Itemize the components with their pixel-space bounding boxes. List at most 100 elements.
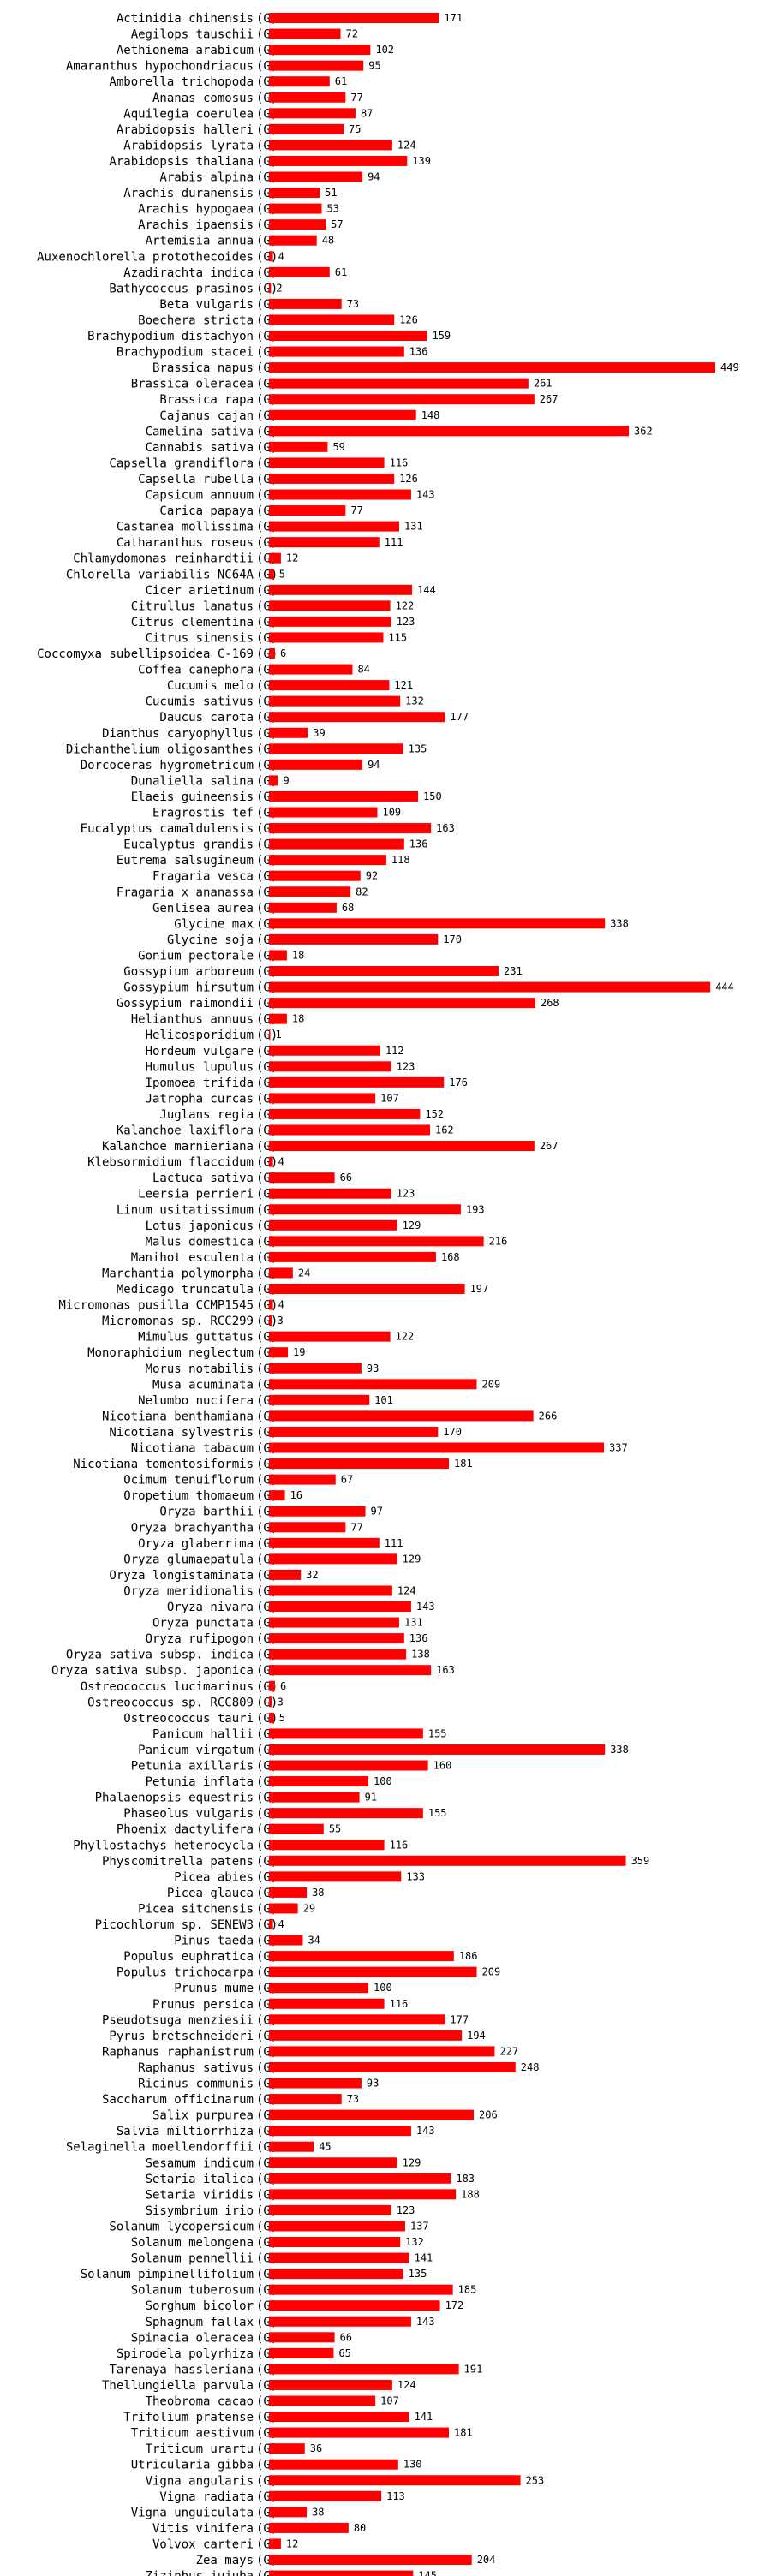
- category-suffix: (G): [256, 282, 278, 295]
- bar: [269, 2364, 459, 2375]
- value-label: 155: [428, 1727, 447, 1739]
- bar: [269, 1474, 336, 1485]
- bar-row: Oryza sativa subsp. japonica (G) 163: [51, 1664, 455, 1678]
- category-label: Ziziphus jujuba: [146, 2570, 254, 2576]
- bar: [269, 569, 274, 580]
- bar: [269, 1855, 626, 1866]
- bar: [269, 378, 529, 389]
- category-label: Dianthus caryophyllus: [102, 727, 254, 741]
- value-label: 29: [303, 1902, 315, 1914]
- bar: [269, 695, 401, 707]
- bar-row: Panicum hallii (G) 155: [152, 1727, 447, 1741]
- bar: [269, 1204, 461, 1215]
- value-label: 87: [361, 107, 373, 119]
- value-label: 231: [504, 965, 523, 977]
- bar: [269, 362, 715, 373]
- bar-row: Beta vulgaris (G) 73: [159, 298, 359, 312]
- value-label: 138: [411, 1649, 430, 1661]
- value-label: 209: [482, 1966, 501, 1978]
- bar: [269, 1426, 439, 1437]
- bar: [269, 2269, 403, 2280]
- bar-row: Tarenaya hassleriana (G) 191: [109, 2363, 482, 2376]
- bar-row: Bathycoccus prasinos (G)2: [109, 282, 282, 295]
- category-label: Fragaria vesca: [152, 870, 254, 884]
- category-label: Kalanchoe laxiflora: [117, 1124, 254, 1138]
- bar-row: Oryza glumaepatula (G) 129: [123, 1553, 421, 1566]
- category-label: Azadirachta indica: [123, 266, 254, 280]
- bar-row: Brachypodium stacei (G) 136: [117, 346, 428, 360]
- value-label: 97: [371, 1506, 383, 1518]
- category-label: Monoraphidium neglectum: [87, 1346, 254, 1360]
- value-label: 73: [347, 2093, 359, 2105]
- value-label: 84: [357, 664, 369, 676]
- value-label: 4: [278, 1156, 284, 1168]
- bar-row: Prunus mume (G) 100: [174, 1982, 391, 1995]
- bar: [269, 188, 320, 199]
- bar-row: Humulus lupulus (G) 123: [146, 1060, 415, 1074]
- category-label: Tarenaya hassleriana: [109, 2363, 254, 2376]
- value-label: 139: [412, 155, 431, 167]
- value-label: 209: [482, 1378, 501, 1390]
- bar-row: Vigna unguiculata (G) 38: [131, 2506, 325, 2519]
- bar-row: Oryza meridionalis (G) 124: [123, 1584, 415, 1598]
- bar-row: Panicum virgatum (G) 338: [138, 1744, 629, 1757]
- bar-row: Arabidopsis thaliana (G) 139: [109, 155, 431, 169]
- value-label: 68: [342, 902, 354, 914]
- value-label: 111: [385, 1537, 403, 1549]
- category-label: Helianthus annuus: [131, 1013, 254, 1027]
- bar: [269, 2046, 495, 2057]
- bar: [269, 314, 395, 325]
- bar: [269, 283, 272, 294]
- category-label: Micromonas pusilla CCMP1545: [58, 1299, 254, 1313]
- category-label: Nelumbo nucifera: [138, 1394, 254, 1408]
- value-label: 148: [421, 409, 440, 421]
- value-label: 185: [458, 2284, 477, 2296]
- bar-row: Vigna radiata (G) 113: [159, 2490, 404, 2504]
- value-label: 132: [405, 2236, 424, 2248]
- bar: [269, 648, 275, 659]
- bar-row: Phyllostachys heterocycla (G) 116: [73, 1839, 408, 1852]
- value-label: 113: [386, 2490, 405, 2502]
- bar-row: Sisymbrium irio (G) 123: [146, 2204, 415, 2218]
- bar-row: Capsella rubella (G) 126: [138, 473, 418, 486]
- category-label: Ostreococcus tauri: [123, 1712, 254, 1726]
- value-label: 143: [416, 489, 435, 501]
- bar-row: Oryza longistaminata (G) 32: [109, 1569, 318, 1583]
- bar-row: Vigna angularis (G) 253: [146, 2474, 545, 2488]
- value-label: 143: [416, 2316, 435, 2328]
- value-label: 152: [425, 1108, 444, 1120]
- category-label: Spinacia oleracea: [131, 2331, 254, 2345]
- value-label: 248: [521, 2061, 540, 2073]
- bar: [269, 727, 308, 738]
- bar-row: Picea glauca (G) 38: [167, 1887, 325, 1900]
- value-label: 129: [403, 1219, 421, 1231]
- category-label: Mimulus guttatus: [138, 1331, 254, 1345]
- bar-row: Oryza glaberrima (G) 111: [138, 1537, 403, 1551]
- value-label: 136: [409, 1632, 428, 1644]
- bar: [269, 394, 535, 405]
- category-label: Arabidopsis halleri: [117, 123, 254, 137]
- category-label: Actinidia chinensis: [117, 12, 254, 26]
- category-label: Oryza sativa subsp. indica: [66, 1649, 254, 1662]
- category-label: Volvox carteri: [152, 2537, 254, 2551]
- bar: [269, 203, 322, 214]
- category-label: Petunia axillaris: [131, 1760, 254, 1774]
- value-label: 150: [423, 790, 442, 802]
- bar-row: Eragrostis tef (G) 109: [152, 807, 401, 820]
- category-label: Physcomitrella patens: [102, 1855, 254, 1869]
- value-label: 77: [350, 1521, 362, 1533]
- value-label: 194: [467, 2030, 486, 2042]
- value-label: 45: [319, 2141, 331, 2153]
- bar: [269, 1569, 302, 1580]
- value-label: 176: [449, 1076, 468, 1088]
- value-label: 36: [310, 2442, 322, 2454]
- bar: [269, 1537, 380, 1548]
- category-label: Pinus taeda: [174, 1935, 254, 1948]
- category-label: Amborella trichopoda: [109, 75, 254, 89]
- category-label: Saccharum officinarum: [102, 2093, 254, 2107]
- bar: [269, 743, 403, 754]
- bar-row: Arachis duranensis (G) 51: [123, 187, 337, 200]
- bar-row: Pyrus bretschneideri (G) 194: [109, 2030, 485, 2043]
- value-label: 77: [350, 92, 362, 104]
